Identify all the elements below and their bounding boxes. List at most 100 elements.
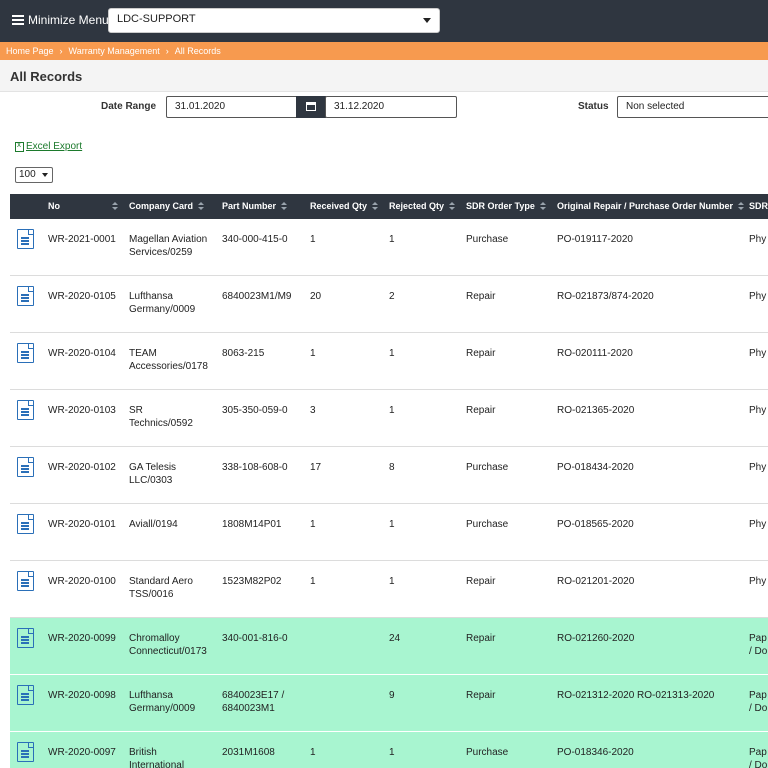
sort-icon	[112, 201, 118, 211]
table-row[interactable]: WR-2021-0001 Magellan Aviation Services/02…	[10, 219, 768, 276]
column-header-order[interactable]: Original Repair / Purchase Order Number	[557, 201, 745, 211]
company-select[interactable]: LDC-SUPPORT	[108, 8, 440, 33]
cell-part-number-line: 1523M82P02	[222, 576, 282, 587]
document-icon[interactable]	[17, 571, 34, 591]
column-header-company[interactable]: Company Card	[129, 201, 205, 211]
table-row[interactable]: WR-2020-0102 GA Telesis LLC/0303 338-108-60…	[10, 447, 768, 504]
column-header-part[interactable]: Part Number	[222, 201, 288, 211]
column-header-received[interactable]: Received Qty	[310, 201, 379, 211]
date-to-input[interactable]: 31.12.2020	[325, 96, 457, 118]
topbar: Minimize Menu LDC-SUPPORT	[0, 0, 768, 42]
cell-company-line: Technics/0592	[129, 418, 193, 429]
sort-icon	[539, 201, 546, 211]
cell-part-number-line: 1808M14P01	[222, 519, 282, 530]
page-size-select[interactable]: 100	[15, 167, 53, 183]
cell-part-number-line: 6840023M1	[222, 703, 275, 714]
cell-part-number-line: 340-001-816-0	[222, 633, 288, 644]
cell-company: Lufthansa Germany/0009	[129, 689, 195, 715]
document-icon[interactable]	[17, 742, 34, 762]
cell-order-number: RO-021365-2020	[557, 405, 635, 416]
column-header-label: SDR Order Type	[466, 201, 535, 211]
table-row[interactable]: WR-2020-0105 Lufthansa Germany/0009 6840023…	[10, 276, 768, 333]
column-header-sdr[interactable]: SDR	[749, 201, 768, 211]
page-size-value: 100	[19, 169, 36, 180]
status-label: Status	[578, 101, 609, 112]
table-row[interactable]: WR-2020-0101 Aviall/0194 1808M14P01 1 1 Purch…	[10, 504, 768, 561]
column-header-no[interactable]: No	[48, 201, 118, 211]
cell-part-number: 1523M82P02	[222, 575, 282, 588]
cell-company: Aviall/0194	[129, 518, 178, 531]
cell-part-number: 338-108-608-0	[222, 461, 288, 474]
cell-company-line: Services/0259	[129, 247, 193, 258]
sort-icon	[281, 201, 288, 211]
document-icon[interactable]	[17, 229, 34, 249]
cell-company-line: LLC/0303	[129, 475, 173, 486]
cell-rejected-qty: 1	[389, 576, 395, 587]
cell-order-type: Repair	[466, 690, 496, 701]
cell-order-number: RO-020111-2020	[557, 348, 633, 359]
minimize-menu-button[interactable]: Minimize Menu	[12, 13, 109, 27]
cell-company: Standard Aero TSS/0016	[129, 575, 193, 601]
column-header-rejected[interactable]: Rejected Qty	[389, 201, 456, 211]
cell-sdr-line: Phy	[749, 291, 767, 302]
cell-received-qty: 1	[310, 234, 316, 245]
cell-no: WR-2020-0105	[48, 291, 116, 302]
cell-rejected-qty: 1	[389, 519, 395, 530]
breadcrumb: Home Page › Warranty Management › All Re…	[0, 42, 768, 60]
cell-company: Lufthansa Germany/0009	[129, 290, 195, 316]
document-icon[interactable]	[17, 628, 34, 648]
column-header-label: Company Card	[129, 201, 194, 211]
date-from-input[interactable]: 31.01.2020	[166, 96, 298, 118]
excel-export-link[interactable]: Excel Export	[15, 140, 82, 152]
document-icon[interactable]	[17, 514, 34, 534]
document-icon[interactable]	[17, 400, 34, 420]
column-header-label: No	[48, 201, 60, 211]
cell-sdr-line: / Do	[749, 760, 768, 768]
cell-order-number: RO-021260-2020	[557, 633, 635, 644]
table-row[interactable]: WR-2020-0103 SR Technics/0592 305-350-059-0…	[10, 390, 768, 447]
cell-sdr-line: Phy	[749, 405, 767, 416]
page-title: All Records	[10, 69, 83, 84]
breadcrumb-warranty[interactable]: Warranty Management	[68, 46, 160, 56]
cell-sdr: Phy	[749, 347, 766, 360]
cell-order-type: Repair	[466, 291, 496, 302]
document-icon[interactable]	[17, 286, 34, 306]
table-row[interactable]: WR-2020-0100 Standard Aero TSS/0016 1523M82…	[10, 561, 768, 618]
cell-order-number: RO-021873/874-2020	[557, 291, 654, 302]
cell-order-number: PO-018565-2020	[557, 519, 634, 530]
document-icon[interactable]	[17, 343, 34, 363]
cell-order-type: Repair	[466, 633, 496, 644]
cell-no: WR-2020-0097	[48, 747, 116, 758]
cell-company-line: Lufthansa	[129, 690, 173, 701]
breadcrumb-home[interactable]: Home Page	[6, 46, 54, 56]
column-header-type[interactable]: SDR Order Type	[466, 201, 546, 211]
cell-no: WR-2020-0102	[48, 462, 116, 473]
cell-sdr-line: Phy	[749, 462, 767, 473]
table-row[interactable]: WR-2020-0097 British International 2031M160…	[10, 732, 768, 768]
cell-order-number: RO-021201-2020	[557, 576, 635, 587]
cell-received-qty: 1	[310, 747, 316, 758]
document-icon[interactable]	[17, 685, 34, 705]
table-row[interactable]: WR-2020-0099 Chromalloy Connecticut/0173 34…	[10, 618, 768, 675]
cell-order-number: PO-018434-2020	[557, 462, 634, 473]
cell-part-number-line: 340-000-415-0	[222, 234, 288, 245]
hamburger-icon	[12, 15, 24, 25]
cell-company-line: Germany/0009	[129, 304, 196, 315]
cell-company: Magellan Aviation Services/0259	[129, 233, 207, 259]
table-row[interactable]: WR-2020-0104 TEAM Accessories/0178 8063-215…	[10, 333, 768, 390]
document-icon[interactable]	[17, 457, 34, 477]
cell-sdr-line: Pap	[749, 747, 767, 758]
cell-sdr-line: Phy	[749, 576, 767, 587]
cell-company-line: TEAM	[129, 348, 157, 359]
calendar-button[interactable]	[296, 96, 326, 118]
chevron-down-icon	[42, 173, 48, 177]
cell-company: GA Telesis LLC/0303	[129, 461, 176, 487]
cell-no: WR-2020-0104	[48, 348, 116, 359]
cell-no: WR-2020-0103	[48, 405, 116, 416]
cell-order-type: Repair	[466, 576, 496, 587]
table-row[interactable]: WR-2020-0098 Lufthansa Germany/0009 6840023…	[10, 675, 768, 732]
cell-no: WR-2020-0101	[48, 519, 116, 530]
status-select[interactable]: Non selected	[617, 96, 768, 118]
cell-sdr: Phy	[749, 404, 766, 417]
cell-rejected-qty: 1	[389, 405, 395, 416]
